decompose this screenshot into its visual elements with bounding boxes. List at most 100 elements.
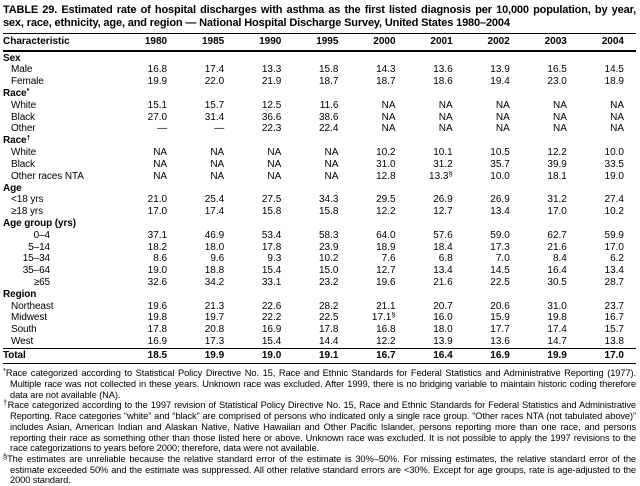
cell-value: 23.2 [318,276,339,288]
column-header-year: 2004 [578,33,636,52]
cell-value: NA [153,170,168,182]
column-header-year: 1985 [179,33,237,52]
cell-value: 17.8 [261,241,282,253]
section-label: Age [3,182,22,194]
cell-value [408,135,465,147]
cell-value: 17.4 [204,206,225,218]
cell-value: 16.9 [147,335,168,347]
cell-value [465,289,522,301]
cell-value [522,135,579,147]
cell-value: 12.5 [261,99,282,111]
cell-value: 20.8 [204,324,225,336]
column-header-year: 1990 [236,33,294,52]
column-header-year: 1980 [122,33,180,52]
cell-value: 16.4 [407,347,465,365]
cell-value: 27.0 [147,111,168,123]
cell-value: 15.7 [204,99,225,111]
table-row-total: Total 18.5 19.9 19.0 19.1 16.7 16.4 16.9 19.9 17.… [3,347,636,365]
cell-value [350,135,407,147]
cell-value: 26.9 [490,194,510,206]
cell-value: 32.6 [147,276,168,288]
cell-value: NA [381,123,396,135]
cell-value: NA [495,111,510,123]
cell-value: NA [552,99,567,111]
row-label: 35–64 [3,265,122,277]
row-label: White [11,99,37,111]
cell-value: NA [438,99,453,111]
cell-value: 18.7 [318,75,339,87]
table-row--65: ≥65 32.6 34.2 33.1 23.2 19.6 21.6 22.5 30.5 28.7 [3,277,636,289]
cell-value: 29.5 [376,194,396,206]
cell-value: 13.3§ [429,170,453,182]
cell-value: 18.6 [433,75,453,87]
row-label: 0–4 [3,230,122,242]
cell-value: 12.2 [547,147,567,159]
cell-value: 19.9 [521,347,579,365]
table-row--18-yrs: <18 yrs 21.0 25.4 27.5 34.3 29.5 26.9 26.9 31.2 2… [3,194,636,206]
cell-value: NA [324,158,339,170]
cell-value: 19.1 [293,347,351,365]
cell-value: NA [552,111,567,123]
cell-value [579,182,636,194]
cell-value [122,289,179,301]
cell-value [579,135,636,147]
cell-value [236,182,293,194]
cell-value: 15.4 [261,265,282,277]
cell-value: 28.7 [604,276,624,288]
table-row-male: Male 16.8 17.4 13.3 15.8 14.3 13.6 13.9 16.5 14.5 [3,64,636,76]
cell-value [408,218,465,230]
table-row-white: White NA NA NA NA 10.2 10.1 10.5 12.2 10.0 [3,147,636,159]
cell-value: 34.3 [318,194,339,206]
cell-value: 13.9 [433,335,453,347]
footnote-reference-marker: * [26,87,30,96]
cell-value: 20.7 [433,300,453,312]
cell-value: 16.8 [147,64,168,76]
row-label: 15–34 [3,253,122,265]
cell-value: 13.4 [433,265,453,277]
cell-value: 20.6 [490,300,510,312]
table-row-age: Age [3,182,636,194]
discharge-rate-table: Characteristic 1980 1985 1990 1995 2000 2001 20… [3,33,636,365]
cell-value: 34.2 [204,276,225,288]
cell-value: 18.8 [204,265,225,277]
cell-value: NA [495,99,510,111]
cell-value [236,88,293,100]
cell-value: 17.4 [204,64,225,76]
cell-value [293,88,350,100]
cell-value: NA [153,158,168,170]
cell-value: 53.4 [261,230,282,242]
cell-value: 10.0 [490,170,510,182]
cell-value: 13.6 [433,64,453,76]
cell-value: 13.9 [490,64,510,76]
cell-value: 15.0 [318,265,339,277]
footnote: §The estimates are unreliable because th… [3,451,636,486]
cell-value [179,88,236,100]
cell-value: 16.7 [350,347,408,365]
cell-value: 31.2 [433,158,453,170]
cell-value: 13.4 [490,206,510,218]
cell-value: 14.5 [604,64,624,76]
cell-value: 28.2 [318,300,339,312]
cell-value: 15.7 [604,324,624,336]
cell-value: 31.0 [547,300,567,312]
cell-value: 17.3 [490,241,510,253]
cell-value: 12.7 [376,265,396,277]
cell-value: 14.3 [376,64,396,76]
header-row: Characteristic 1980 1985 1990 1995 2000 2001 20… [3,33,636,52]
cell-value: 12.7 [433,206,453,218]
row-label: Total [3,347,122,365]
cell-value: 17.0 [578,347,636,365]
cell-value: 16.8 [376,324,396,336]
cell-value: 13.6 [490,335,510,347]
unreliable-estimate-marker: § [391,312,396,320]
row-label: Male [11,64,33,76]
table-row-northeast: Northeast 19.6 21.3 22.6 28.2 21.1 20.7 20.6 31.… [3,301,636,313]
cell-value: 6.2 [610,253,624,265]
cell-value: 21.3 [204,300,225,312]
footnote-reference-marker: † [26,134,31,143]
row-label: <18 yrs [11,194,44,206]
cell-value: NA [267,158,282,170]
cell-value: 11.6 [319,99,339,111]
cell-value: 18.1 [547,170,567,182]
cell-value: 17.0 [147,206,168,218]
